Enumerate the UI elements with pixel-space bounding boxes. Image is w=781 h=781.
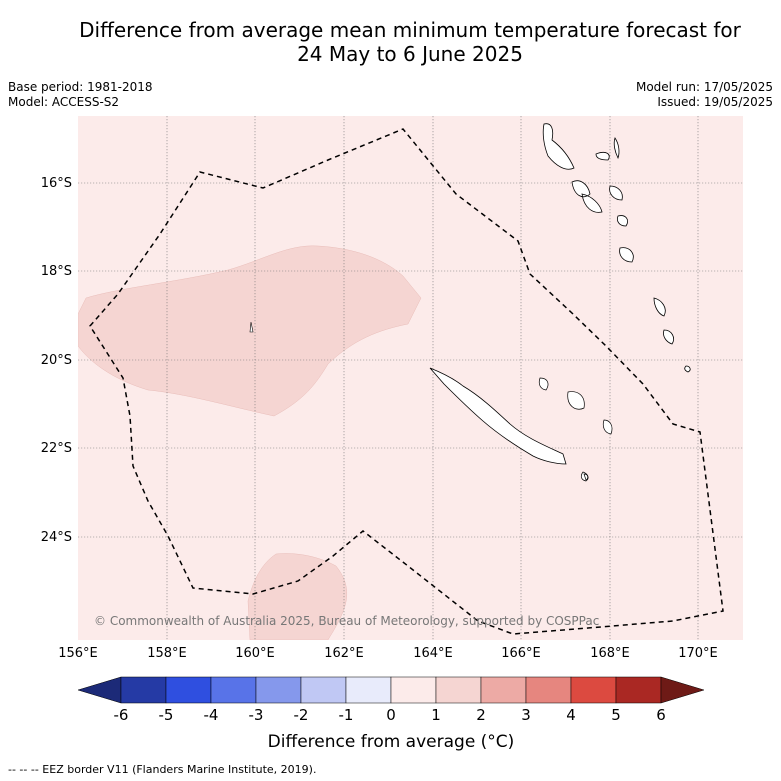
lon-label-166e: 166°E [501, 646, 541, 661]
colorbar-bin [435, 676, 482, 704]
colorbar-underflow [78, 676, 122, 704]
efate-island [617, 215, 628, 227]
colorbar-bin [390, 676, 437, 704]
colorbar-bin [165, 676, 212, 704]
colorbar-tick: -3 [248, 706, 264, 724]
model-name: Model: ACCESS-S2 [8, 95, 120, 109]
issued-date: Issued: 19/05/2025 [657, 95, 773, 109]
matthew-hunter-islands [653, 297, 691, 373]
colorbar-tick: -5 [158, 706, 174, 724]
colorbar-tick: 3 [521, 706, 531, 724]
gridlines [78, 116, 743, 640]
erromango-island [619, 247, 634, 263]
model-run: Model run: 17/05/2025 [635, 80, 773, 94]
colorbar-bin [570, 676, 617, 704]
loyalty-islands-3 [602, 419, 613, 435]
lon-label-156e: 156°E [58, 646, 98, 661]
eez-legend-note: -- -- -- EEZ border V11 (Flanders Marine… [8, 763, 317, 776]
colorbar-bin [525, 676, 572, 704]
colorbar-bin [120, 676, 167, 704]
colorbar-bin [345, 676, 392, 704]
colorbar-tick: -2 [293, 706, 309, 724]
new-caledonia-island [429, 367, 567, 465]
colorbar-tick: 6 [656, 706, 666, 724]
title-line-1: Difference from average mean minimum tem… [79, 18, 741, 42]
loyalty-islands-1 [538, 377, 549, 391]
walpole-island [583, 473, 589, 481]
colorbar-overflow [660, 676, 704, 704]
colorbar-tick: 0 [386, 706, 396, 724]
lat-label-18s: 18°S [40, 264, 72, 279]
colorbar-tick: 4 [566, 706, 576, 724]
colorbar-bin [480, 676, 527, 704]
lat-label-22s: 22°S [40, 441, 72, 456]
espiritu-santo-island [542, 123, 575, 170]
lat-label-24s: 24°S [40, 530, 72, 545]
anomaly-region-south [247, 553, 348, 640]
lon-label-160e: 160°E [235, 646, 275, 661]
lon-label-168e: 168°E [590, 646, 630, 661]
chart-title: Difference from average mean minimum tem… [40, 18, 780, 66]
meta-left: Base period: 1981-2018 Model: ACCESS-S2 [8, 80, 153, 110]
colorbar-bin [300, 676, 347, 704]
small-islets [249, 321, 254, 333]
colorbar-bin [255, 676, 302, 704]
colorbar-bin [615, 676, 662, 704]
banks-island [595, 152, 610, 161]
lon-label-170e: 170°E [678, 646, 718, 661]
malekula-island [571, 180, 603, 213]
base-period: Base period: 1981-2018 [8, 80, 153, 94]
colorbar [78, 676, 704, 704]
colorbar-tick: 1 [431, 706, 441, 724]
copyright-notice: © Commonwealth of Australia 2025, Bureau… [94, 614, 600, 628]
lat-label-16s: 16°S [40, 176, 72, 191]
map-panel: © Commonwealth of Australia 2025, Bureau… [78, 116, 743, 640]
lon-label-164e: 164°E [413, 646, 453, 661]
anomaly-region-west [78, 245, 422, 417]
colorbar-tick: 5 [611, 706, 621, 724]
colorbar-tick: -6 [113, 706, 129, 724]
maewo-pentecost-island [609, 137, 623, 201]
colorbar-bin [210, 676, 257, 704]
lon-label-162e: 162°E [324, 646, 364, 661]
meta-right: Model run: 17/05/2025 Issued: 19/05/2025 [636, 80, 773, 110]
colorbar-tick: 2 [476, 706, 486, 724]
colorbar-tick: -1 [338, 706, 354, 724]
lat-label-20s: 20°S [40, 353, 72, 368]
eez-border [89, 128, 724, 635]
loyalty-islands-2 [567, 391, 585, 410]
title-line-2: 24 May to 6 June 2025 [297, 42, 523, 66]
lon-label-158e: 158°E [147, 646, 187, 661]
map-svg [78, 116, 743, 640]
colorbar-label: Difference from average (°C) [267, 732, 515, 752]
colorbar-tick: -4 [203, 706, 219, 724]
